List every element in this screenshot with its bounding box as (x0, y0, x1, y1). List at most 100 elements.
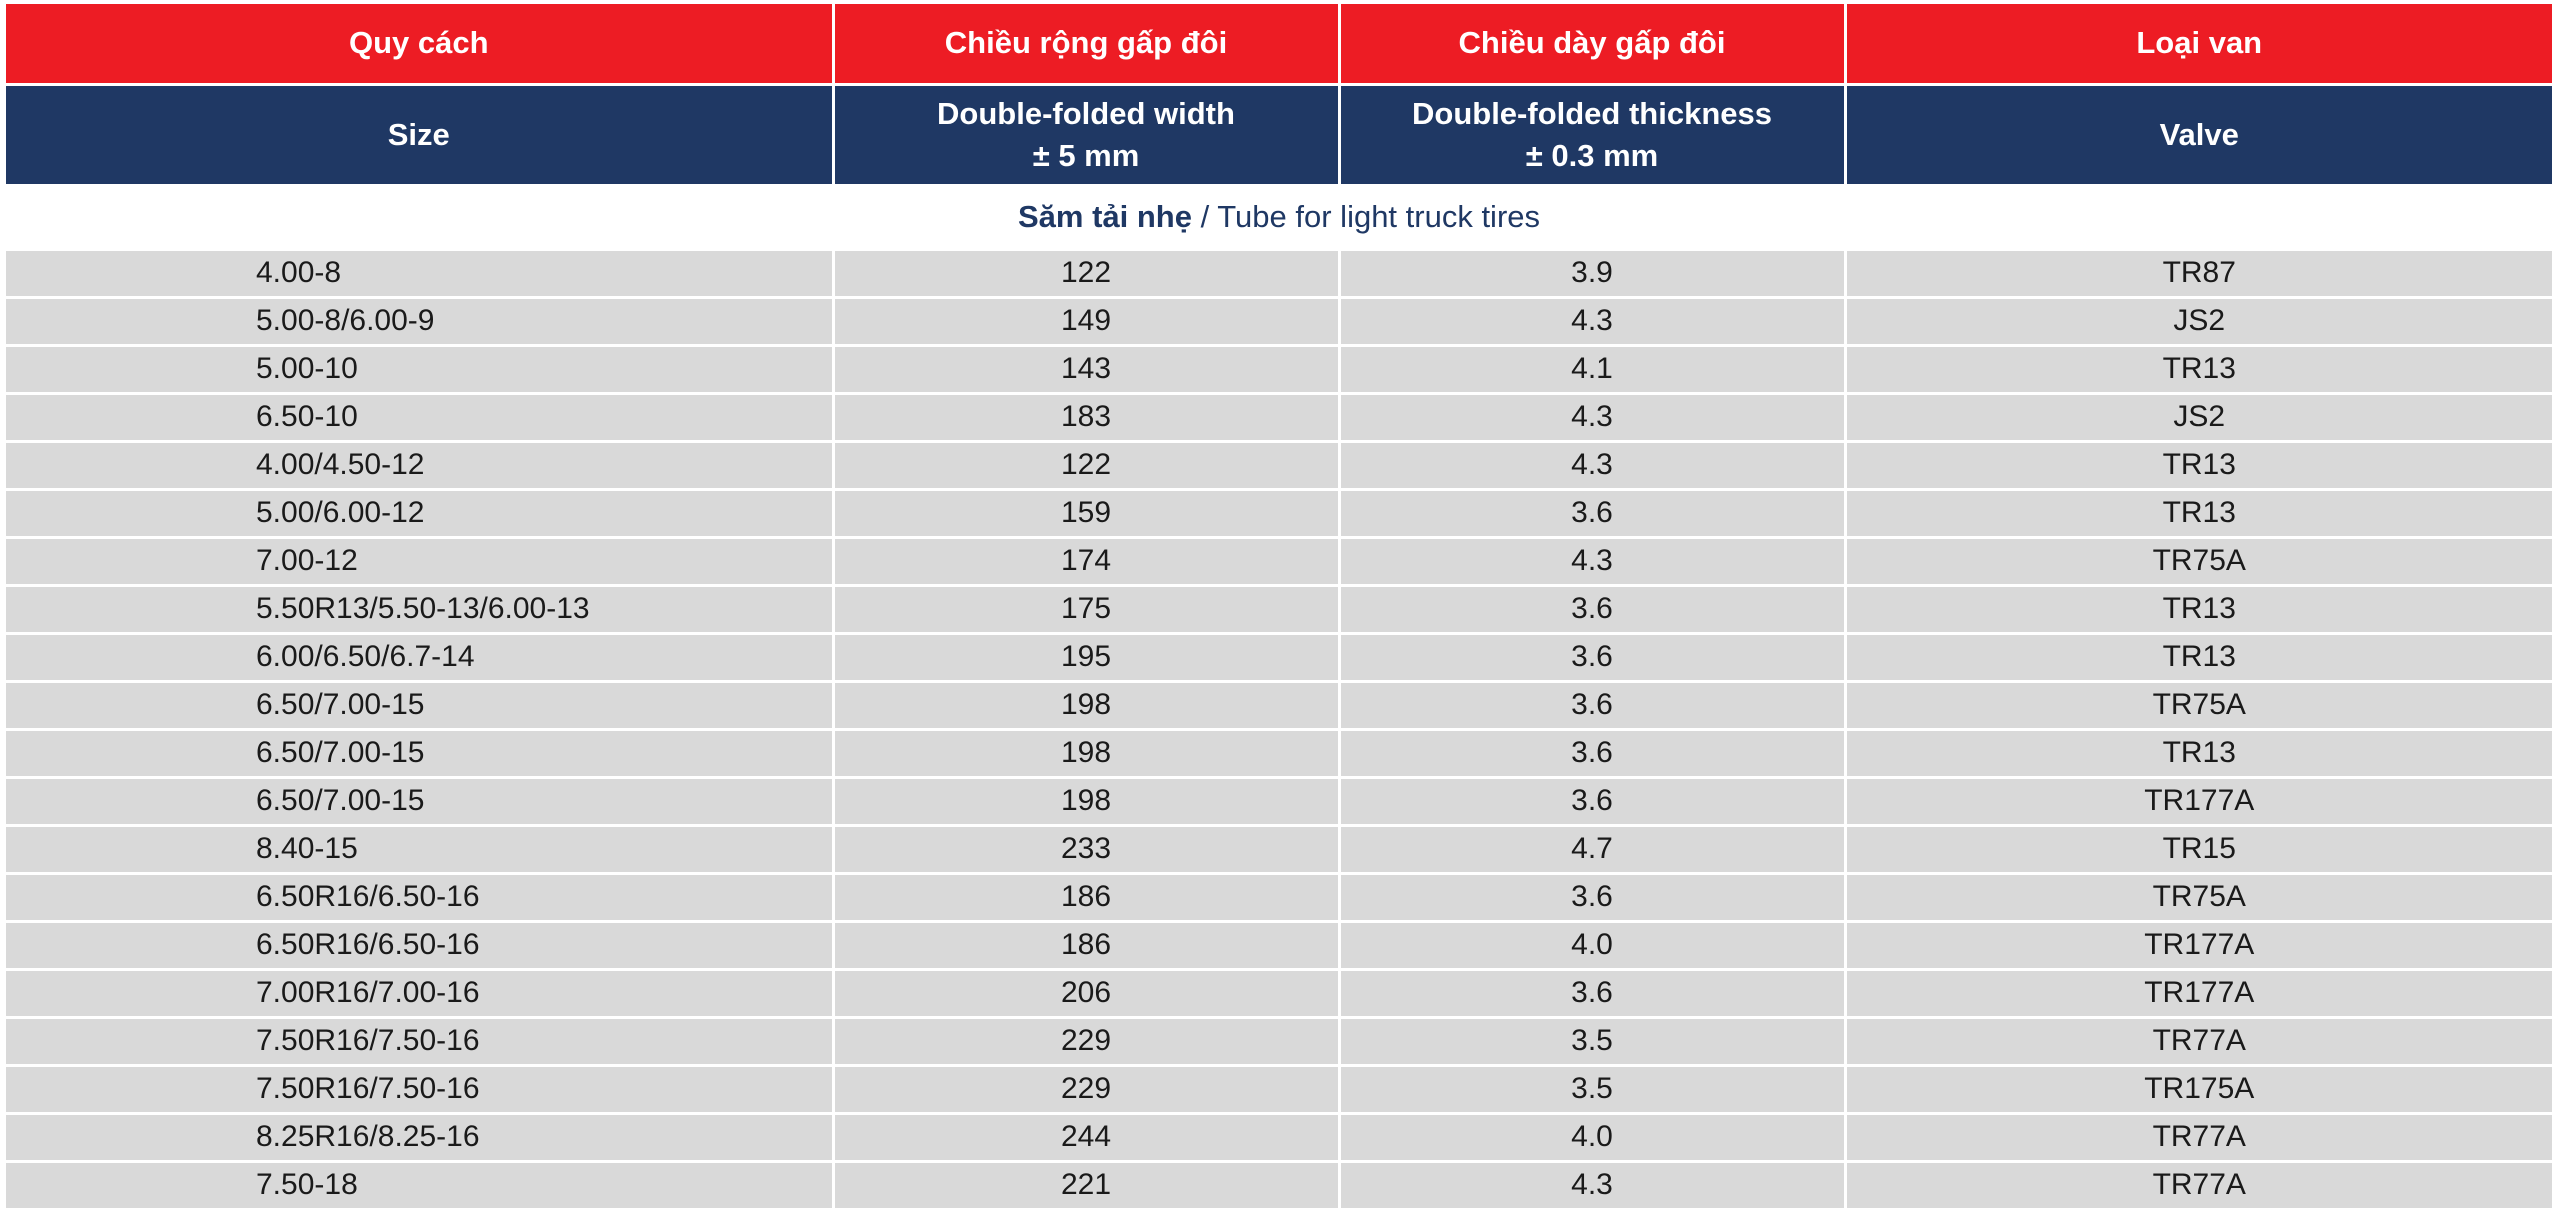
header-thickness-vi: Chiều dày gấp đôi (1339, 4, 1847, 86)
cell-size: 6.50/7.00-15 (6, 777, 835, 827)
cell-size: 7.50-18 (6, 1161, 835, 1211)
cell-size: 6.50R16/6.50-16 (6, 921, 835, 971)
table-row: 6.50/7.00-15 198 3.6 TR75A (6, 681, 2552, 731)
cell-thickness: 3.5 (1339, 1017, 1847, 1067)
table-row: 8.40-15 233 4.7 TR15 (6, 825, 2552, 875)
cell-thickness: 3.6 (1339, 873, 1847, 923)
section-row: Săm tải nhẹ / Tube for light truck tires (6, 185, 2552, 251)
table-row: 6.50R16/6.50-16 186 4.0 TR177A (6, 921, 2552, 971)
table-row: 5.00-10 143 4.1 TR13 (6, 345, 2552, 395)
cell-size: 4.00-8 (6, 249, 835, 299)
header-width-en: Double-folded width ± 5 mm (833, 84, 1341, 187)
cell-size: 8.25R16/8.25-16 (6, 1113, 835, 1163)
table-row: 5.50R13/5.50-13/6.00-13 175 3.6 TR13 (6, 585, 2552, 635)
table-row: 8.25R16/8.25-16 244 4.0 TR77A (6, 1113, 2552, 1163)
cell-width: 122 (833, 249, 1341, 299)
header-size-vi: Quy cách (6, 4, 835, 86)
cell-width: 244 (833, 1113, 1341, 1163)
cell-size: 5.00/6.00-12 (6, 489, 835, 539)
table-row: 6.50-10 183 4.3 JS2 (6, 393, 2552, 443)
cell-thickness: 3.6 (1339, 681, 1847, 731)
cell-size: 6.50/7.00-15 (6, 681, 835, 731)
cell-thickness: 3.6 (1339, 489, 1847, 539)
cell-thickness: 4.3 (1339, 1161, 1847, 1211)
cell-width: 198 (833, 777, 1341, 827)
cell-valve: TR177A (1845, 921, 2552, 971)
cell-thickness: 3.6 (1339, 585, 1847, 635)
header-row-vietnamese: Quy cách Chiều rộng gấp đôi Chiều dày gấ… (6, 4, 2552, 86)
header-width-vi: Chiều rộng gấp đôi (833, 4, 1341, 86)
cell-valve: TR77A (1845, 1113, 2552, 1163)
header-width-tolerance: ± 5 mm (1032, 137, 1140, 173)
table-row: 6.00/6.50/6.7-14 195 3.6 TR13 (6, 633, 2552, 683)
header-row-english: Size Double-folded width ± 5 mm Double-f… (6, 84, 2552, 187)
cell-thickness: 4.3 (1339, 297, 1847, 347)
header-thickness-en: Double-folded thickness ± 0.3 mm (1339, 84, 1847, 187)
cell-thickness: 4.1 (1339, 345, 1847, 395)
cell-valve: TR75A (1845, 873, 2552, 923)
cell-valve: TR13 (1845, 585, 2552, 635)
cell-valve: TR13 (1845, 633, 2552, 683)
table-row: 4.00-8 122 3.9 TR87 (6, 249, 2552, 299)
header-thickness-tolerance: ± 0.3 mm (1525, 137, 1659, 173)
table-row: 6.50/7.00-15 198 3.6 TR177A (6, 777, 2552, 827)
cell-valve: TR77A (1845, 1161, 2552, 1211)
cell-width: 175 (833, 585, 1341, 635)
cell-width: 183 (833, 393, 1341, 443)
cell-thickness: 3.6 (1339, 777, 1847, 827)
cell-width: 195 (833, 633, 1341, 683)
cell-thickness: 4.7 (1339, 825, 1847, 875)
cell-thickness: 4.3 (1339, 537, 1847, 587)
cell-width: 198 (833, 729, 1341, 779)
cell-width: 229 (833, 1017, 1341, 1067)
table-row: 7.50R16/7.50-16 229 3.5 TR175A (6, 1065, 2552, 1115)
cell-thickness: 3.6 (1339, 633, 1847, 683)
header-valve-en: Valve (1845, 84, 2552, 187)
cell-size: 7.00-12 (6, 537, 835, 587)
cell-valve: TR13 (1845, 441, 2552, 491)
table-row: 4.00/4.50-12 122 4.3 TR13 (6, 441, 2552, 491)
cell-valve: TR75A (1845, 537, 2552, 587)
table-row: 6.50/7.00-15 198 3.6 TR13 (6, 729, 2552, 779)
cell-width: 221 (833, 1161, 1341, 1211)
cell-thickness: 4.0 (1339, 921, 1847, 971)
section-separator: / (1191, 199, 1218, 234)
cell-size: 6.50R16/6.50-16 (6, 873, 835, 923)
cell-size: 4.00/4.50-12 (6, 441, 835, 491)
cell-width: 206 (833, 969, 1341, 1019)
cell-size: 7.50R16/7.50-16 (6, 1017, 835, 1067)
cell-valve: TR75A (1845, 681, 2552, 731)
table-row: 5.00/6.00-12 159 3.6 TR13 (6, 489, 2552, 539)
cell-size: 7.00R16/7.00-16 (6, 969, 835, 1019)
cell-width: 174 (833, 537, 1341, 587)
cell-width: 143 (833, 345, 1341, 395)
cell-size: 5.00-8/6.00-9 (6, 297, 835, 347)
cell-size: 6.00/6.50/6.7-14 (6, 633, 835, 683)
table-row: 7.50-18 221 4.3 TR77A (6, 1161, 2552, 1211)
table-row: 7.00-12 174 4.3 TR75A (6, 537, 2552, 587)
cell-size: 8.40-15 (6, 825, 835, 875)
header-size-en: Size (6, 84, 835, 187)
cell-thickness: 4.0 (1339, 1113, 1847, 1163)
cell-valve: TR175A (1845, 1065, 2552, 1115)
table-row: 7.00R16/7.00-16 206 3.6 TR177A (6, 969, 2552, 1019)
cell-width: 198 (833, 681, 1341, 731)
cell-valve: TR177A (1845, 777, 2552, 827)
cell-size: 7.50R16/7.50-16 (6, 1065, 835, 1115)
cell-valve: TR77A (1845, 1017, 2552, 1067)
tube-spec-table: Quy cách Chiều rộng gấp đôi Chiều dày gấ… (6, 4, 2552, 1211)
section-title-vi: Săm tải nhẹ (1017, 199, 1192, 234)
cell-valve: TR87 (1845, 249, 2552, 299)
cell-thickness: 4.3 (1339, 441, 1847, 491)
cell-valve: TR13 (1845, 345, 2552, 395)
cell-valve: JS2 (1845, 297, 2552, 347)
header-width-label: Double-folded width (937, 95, 1235, 131)
cell-size: 5.50R13/5.50-13/6.00-13 (6, 585, 835, 635)
cell-thickness: 3.9 (1339, 249, 1847, 299)
cell-size: 5.00-10 (6, 345, 835, 395)
cell-width: 186 (833, 873, 1341, 923)
header-valve-vi: Loại van (1845, 4, 2552, 86)
cell-valve: TR13 (1845, 489, 2552, 539)
cell-thickness: 3.5 (1339, 1065, 1847, 1115)
section-title-en: Tube for light truck tires (1217, 199, 1541, 234)
